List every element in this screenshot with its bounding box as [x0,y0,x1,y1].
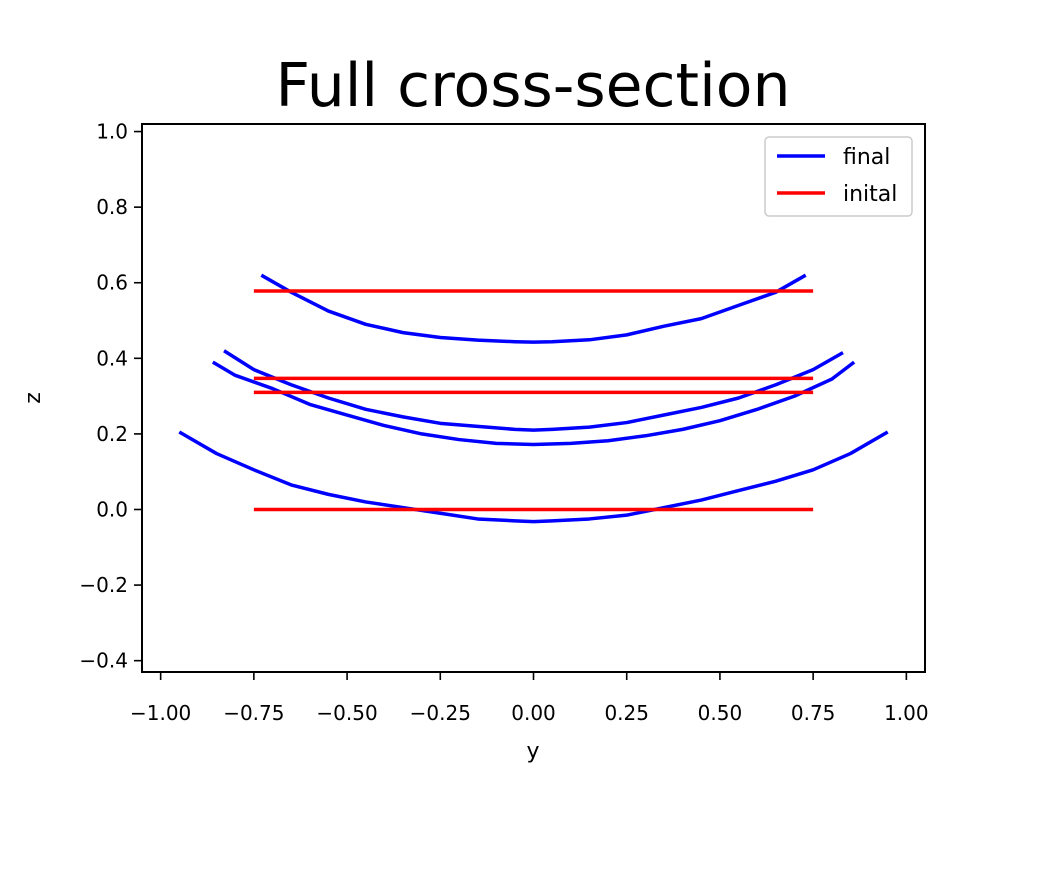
x-axis: −1.00 −0.75 −0.50 −0.25 0.00 0.25 0.50 0.75 1.00 [130,672,929,725]
y-tick-label: 0.8 [96,195,128,219]
x-tick-label: 1.00 [884,701,929,725]
legend-label-inital: inital [843,182,897,207]
x-tick-label: −0.75 [223,701,284,725]
y-tick-label: −0.2 [79,573,128,597]
y-tick-label: 0.4 [96,346,128,370]
chart-title: Full cross-section [276,51,791,121]
y-tick-label: 0.0 [96,497,128,521]
series-line-final-0 [260,273,807,344]
legend: final inital [764,136,913,217]
x-tick-label: 0.25 [604,701,649,725]
y-tick-label: 0.6 [96,271,128,295]
x-tick-label: −0.25 [410,701,471,725]
series-line-final-3 [178,430,889,524]
series-line-final-2 [211,360,856,447]
series-line-final-1 [223,349,844,432]
y-axis: −0.4 −0.2 0.0 0.2 0.4 0.6 0.8 1.0 [79,120,142,673]
x-tick-label: −0.50 [316,701,377,725]
legend-label-final: final [843,145,890,170]
x-tick-label: 0.00 [511,701,556,725]
x-axis-label: y [526,739,539,764]
y-tick-label: 1.0 [96,120,128,144]
x-tick-label: −1.00 [130,701,191,725]
y-tick-label: −0.4 [79,649,128,673]
x-tick-label: 0.75 [791,701,836,725]
y-axis-label: z [21,392,46,404]
plot-series [178,273,889,524]
y-tick-label: 0.2 [96,422,128,446]
x-tick-label: 0.50 [698,701,743,725]
